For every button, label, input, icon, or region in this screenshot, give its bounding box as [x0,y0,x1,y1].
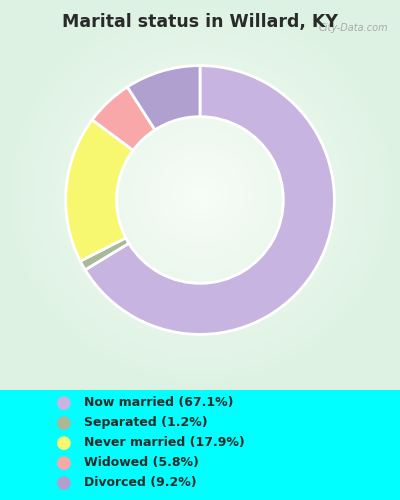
Text: ●: ● [56,454,72,471]
Wedge shape [66,120,133,261]
Wedge shape [80,238,129,270]
Text: ●: ● [56,474,72,492]
Wedge shape [92,87,155,150]
Text: ●: ● [56,434,72,452]
Text: ●: ● [56,394,72,411]
Wedge shape [85,66,334,334]
Text: Now married (67.1%): Now married (67.1%) [84,396,234,409]
Text: Divorced (9.2%): Divorced (9.2%) [84,476,197,489]
Wedge shape [127,66,200,130]
Text: Widowed (5.8%): Widowed (5.8%) [84,456,199,469]
Text: ●: ● [56,414,72,432]
Text: Marital status in Willard, KY: Marital status in Willard, KY [62,12,338,30]
Text: City-Data.com: City-Data.com [318,24,388,34]
Text: Separated (1.2%): Separated (1.2%) [84,416,208,429]
Text: Never married (17.9%): Never married (17.9%) [84,436,245,449]
